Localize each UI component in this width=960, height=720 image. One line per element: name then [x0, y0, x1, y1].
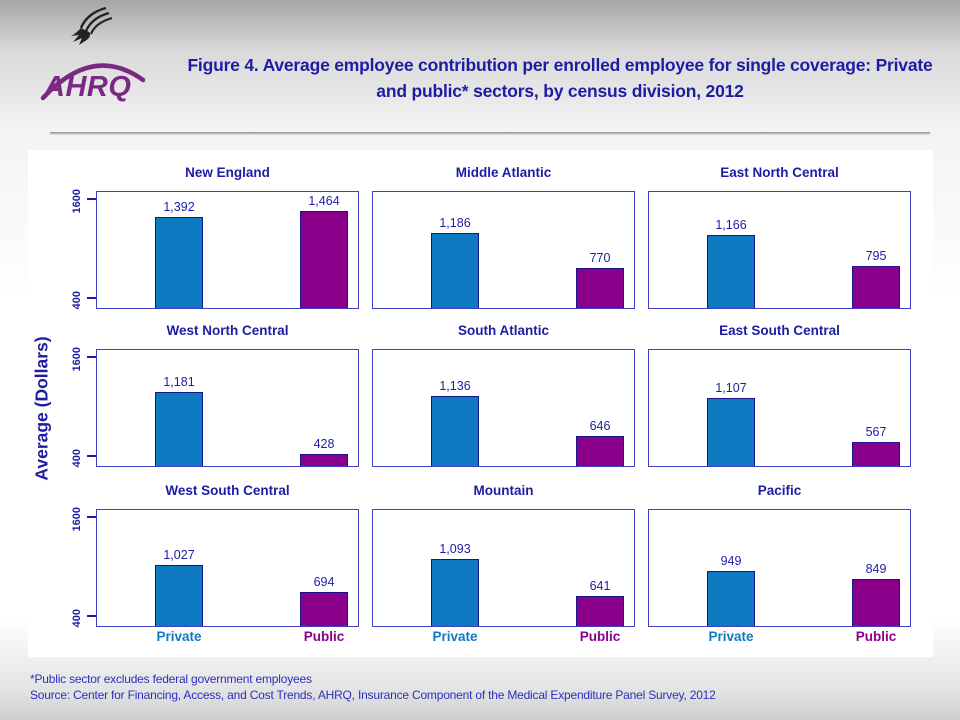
bar-value-label: 567: [865, 425, 887, 439]
x-category-label-private: Private: [432, 629, 478, 644]
y-axis-tick-label: 1600: [69, 184, 85, 218]
chart-panel-title: South Atlantic: [458, 323, 549, 338]
bar-value-label: 1,392: [163, 200, 195, 214]
bar-private: [707, 571, 755, 626]
bar-private: [431, 559, 479, 626]
bar-private: [431, 396, 479, 466]
y-axis-tick-label-text: 400: [71, 608, 83, 628]
chart-panel-title: West South Central: [165, 483, 290, 498]
chart-panel-title: Mountain: [473, 483, 534, 498]
chart-panel-title: Pacific: [757, 483, 802, 498]
footnote-source: Source: Center for Financing, Access, an…: [30, 688, 716, 702]
bar-value-label: 1,186: [439, 216, 471, 230]
y-axis-tick: [87, 516, 96, 519]
y-axis-tick: [87, 455, 96, 458]
bar-public: [576, 268, 624, 308]
y-axis-tick-label: 400: [69, 283, 85, 317]
ahrq-swoosh-icon: [40, 63, 146, 101]
y-axis-tick-label: 400: [69, 601, 85, 635]
bar-value-label: 795: [865, 249, 887, 263]
bar-value-label: 1,166: [715, 218, 747, 232]
bar-value-label: 1,093: [439, 542, 471, 556]
bar-value-label: 641: [589, 579, 611, 593]
chart-panel-middle-atlantic: Middle Atlantic 1,186 770: [372, 165, 635, 309]
x-category-label-private: Private: [708, 629, 754, 644]
ahrq-wordmark-text: AHRQ: [44, 71, 132, 103]
y-axis-tick-label-text: 1600: [71, 189, 83, 214]
x-category-label-public: Public: [303, 629, 345, 644]
bar-public: [852, 266, 900, 308]
chart-panel-south-atlantic: South Atlantic 1,136 646: [372, 323, 635, 467]
bar-value-label: 1,136: [439, 379, 471, 393]
bar-public: [300, 592, 348, 626]
y-axis-title-text: Average (Dollars): [31, 335, 52, 481]
bar-value-label: 1,107: [715, 381, 747, 395]
bar-value-label: 428: [313, 437, 335, 451]
y-axis-title: Average (Dollars): [20, 288, 64, 528]
chart-panel-west-south-central: West South Central 1,027 694 400 1600 Private…: [71, 483, 359, 644]
bar-private: [707, 235, 755, 308]
bar-value-label: 849: [865, 562, 887, 576]
y-axis-tick-label: 1600: [69, 502, 85, 536]
chart-panel-west-north-central: West North Central 1,181 428 400 1600: [71, 323, 359, 467]
y-axis-tick-label-text: 1600: [71, 347, 83, 372]
chart-panel-new-england: New England 1,392 1,464 400 1600: [71, 165, 359, 309]
y-axis-tick: [87, 615, 96, 618]
bar-public: [576, 436, 624, 466]
bar-private: [707, 398, 755, 466]
bar-public: [300, 454, 348, 466]
bar-private: [155, 392, 203, 466]
y-axis-tick: [87, 297, 96, 300]
figure-title: Figure 4. Average employee contribution …: [187, 55, 933, 101]
bar-private: [155, 565, 203, 626]
y-axis-tick-label-text: 1600: [71, 507, 83, 532]
bar-value-label: 1,464: [308, 194, 340, 208]
y-axis-tick: [87, 198, 96, 201]
chart-panel-title: East South Central: [719, 323, 840, 338]
chart-panel-title: East North Central: [720, 165, 839, 180]
bar-public: [852, 442, 900, 466]
bar-private: [155, 217, 203, 308]
bar-value-label: 1,181: [163, 375, 195, 389]
header-divider: [50, 132, 930, 135]
bar-public: [576, 596, 624, 626]
chart-panel-title: New England: [185, 165, 270, 180]
ahrq-wordmark: AHRQ: [40, 48, 146, 106]
y-axis-tick-label-text: 400: [71, 448, 83, 468]
bar-value-label: 770: [589, 251, 611, 265]
bar-value-label: 694: [313, 575, 335, 589]
bar-value-label: 949: [720, 554, 742, 568]
chart-panel-east-north-central: East North Central 1,166 795: [648, 165, 911, 309]
bar-value-label: 1,027: [163, 548, 195, 562]
footnote-note: *Public sector excludes federal governme…: [30, 672, 312, 686]
bar-public: [300, 211, 348, 308]
ahrq-logo: AHRQ: [38, 4, 158, 108]
chart-panel-mountain: Mountain 1,093 641 Private Public: [372, 483, 635, 644]
y-axis-tick: [87, 356, 96, 359]
y-axis-tick-label-text: 400: [71, 290, 83, 310]
chart-panel-east-south-central: East South Central 1,107 567: [648, 323, 911, 467]
chart-panel-pacific: Pacific 949 849 Private Public: [648, 483, 911, 644]
x-category-label-public: Public: [855, 629, 897, 644]
x-category-label-private: Private: [156, 629, 202, 644]
chart-panel-title: Middle Atlantic: [455, 165, 552, 180]
bar-public: [852, 579, 900, 626]
bar-private: [431, 233, 479, 308]
bar-value-label: 646: [589, 419, 611, 433]
hhs-eagle-icon: [71, 6, 113, 45]
y-axis-tick-label: 400: [69, 441, 85, 475]
y-axis-tick-label: 1600: [69, 342, 85, 376]
chart-panel-title: West North Central: [166, 323, 289, 338]
x-category-label-public: Public: [579, 629, 621, 644]
